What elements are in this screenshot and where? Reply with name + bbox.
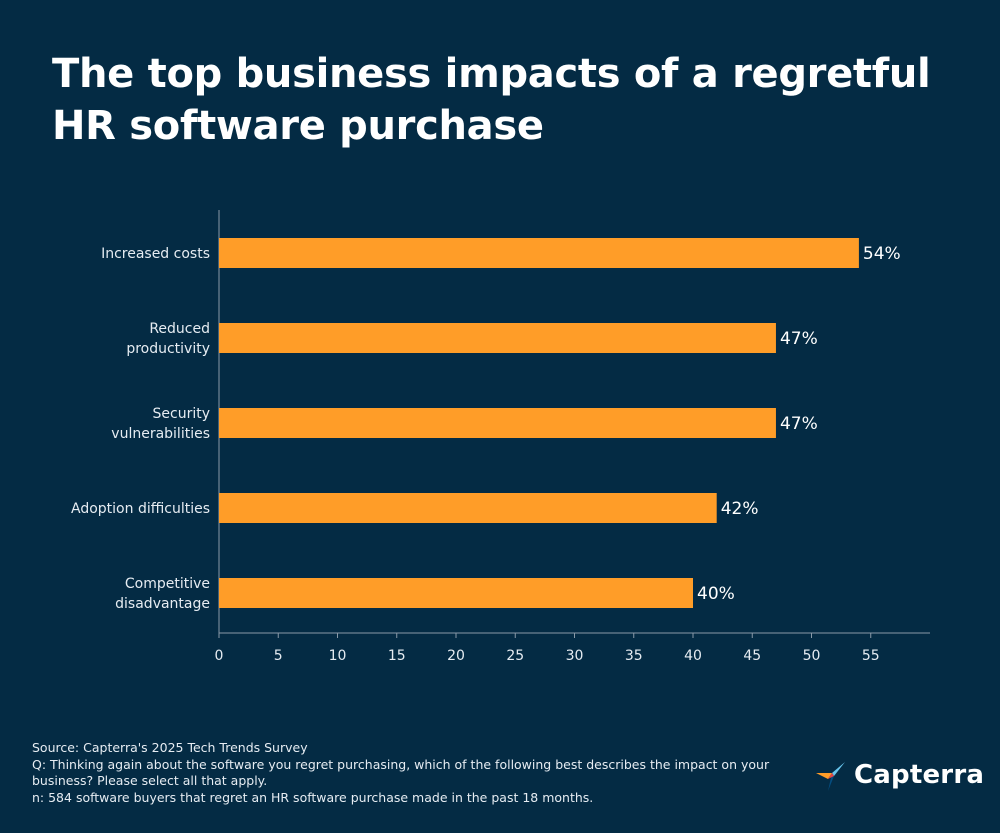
- bar: [219, 408, 776, 438]
- x-tick-label: 10: [329, 648, 347, 664]
- data-label: 47%: [780, 329, 818, 349]
- x-tick-label: 40: [684, 648, 702, 664]
- x-tick-label: 35: [625, 648, 643, 664]
- category-label: Increased costs: [101, 246, 210, 262]
- category-label: Adoption difficulties: [71, 501, 210, 517]
- x-tick-label: 45: [743, 648, 761, 664]
- question-note: Q: Thinking again about the software you…: [32, 756, 770, 789]
- x-tick-label: 25: [506, 648, 524, 664]
- sample-note: n: 584 software buyers that regret an HR…: [32, 789, 594, 805]
- x-tick-label: 15: [388, 648, 406, 664]
- data-label: 42%: [721, 499, 759, 519]
- x-tick-label: 5: [274, 648, 283, 664]
- category-label: disadvantage: [115, 596, 210, 612]
- category-label: productivity: [126, 341, 210, 357]
- x-tick-label: 0: [215, 648, 224, 664]
- source-note: Source: Capterra's 2025 Tech Trends Surv…: [32, 740, 308, 755]
- category-label: Reduced: [149, 321, 210, 337]
- x-tick-label: 50: [803, 648, 821, 664]
- category-label: Competitive: [125, 576, 210, 592]
- logo-text: Capterra: [854, 760, 985, 790]
- x-tick-label: 55: [862, 648, 880, 664]
- data-label: 40%: [697, 584, 735, 604]
- category-label: Security: [153, 406, 211, 422]
- footnotes: Source: Capterra's 2025 Tech Trends Surv…: [32, 740, 792, 806]
- bar: [219, 238, 859, 268]
- capterra-logo-icon: [816, 762, 845, 791]
- capterra-logo: Capterra: [814, 758, 984, 792]
- x-tick-label: 30: [566, 648, 584, 664]
- data-label: 47%: [780, 414, 818, 434]
- data-label: 54%: [863, 244, 901, 264]
- category-label: vulnerabilities: [111, 426, 210, 442]
- x-tick-label: 20: [447, 648, 465, 664]
- bar: [219, 578, 693, 608]
- bar-chart: 0 5 10 15 20 25 30 35 40 45 50 55 54% Increased costs…: [71, 210, 930, 664]
- bar: [219, 493, 717, 523]
- chart-title: The top business impacts of a regretful …: [52, 51, 931, 149]
- bar: [219, 323, 776, 353]
